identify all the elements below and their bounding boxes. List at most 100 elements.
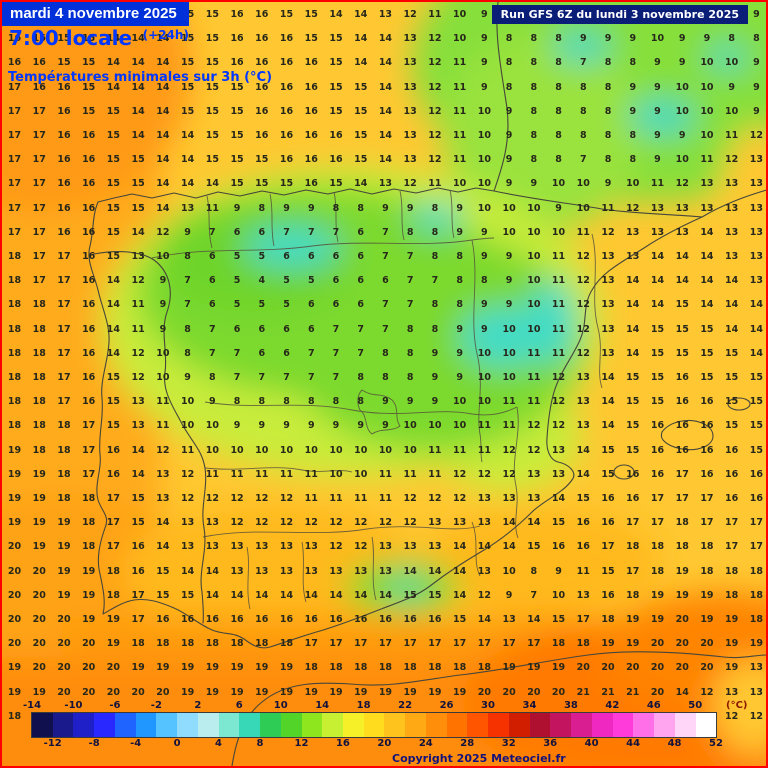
temp-value: 17: [304, 638, 318, 650]
temp-value: 10: [477, 130, 491, 141]
temp-value: 16: [304, 614, 318, 625]
temp-value: 19: [255, 662, 269, 674]
temp-value: 9: [159, 323, 167, 335]
temp-value: 19: [626, 614, 640, 625]
scale-label: -8: [88, 738, 100, 749]
temp-value: 15: [131, 202, 145, 214]
temp-value: 9: [431, 347, 439, 359]
temp-value: 14: [354, 33, 368, 45]
temp-value: 8: [604, 57, 612, 69]
temp-value: 7: [530, 589, 538, 601]
temp-value: 15: [255, 178, 269, 190]
temp-value: 15: [354, 81, 368, 93]
temp-value: 9: [505, 130, 513, 141]
temp-value: 14: [453, 589, 467, 601]
temp-value: 7: [357, 323, 365, 335]
temp-value: 8: [530, 154, 538, 166]
temp-value: 16: [57, 202, 71, 214]
temp-value: 14: [156, 541, 170, 553]
temp-value: 11: [378, 493, 393, 504]
temp-value: 10: [453, 33, 467, 45]
temp-value: 19: [725, 638, 739, 650]
temp-value: 18: [551, 638, 566, 650]
temp-value: 7: [332, 226, 340, 238]
temp-value: 15: [650, 347, 665, 359]
temp-value: 11: [453, 444, 467, 456]
scale-label: 50: [688, 700, 703, 711]
temp-value: 16: [82, 275, 96, 287]
temp-value: 8: [505, 81, 513, 93]
temp-value: 14: [131, 226, 145, 238]
temp-value: 19: [156, 662, 170, 674]
temp-value: 13: [131, 396, 145, 408]
temp-value: 15: [601, 468, 615, 480]
temp-value: 16: [255, 57, 269, 69]
temp-value: 16: [329, 130, 343, 141]
temp-value: 8: [406, 347, 414, 359]
temp-value: 9: [481, 57, 488, 69]
temp-value: 15: [106, 372, 121, 383]
temp-value: 14: [156, 57, 170, 69]
temp-value: 17: [403, 638, 417, 650]
temp-value: 10: [230, 444, 244, 456]
temp-value: 8: [579, 130, 587, 141]
temp-value: 16: [279, 105, 294, 117]
temp-value: 18: [626, 541, 640, 553]
temp-value: 19: [626, 638, 640, 650]
temp-value: 13: [354, 565, 368, 577]
temp-value: 9: [184, 226, 191, 238]
temp-value: 13: [626, 251, 640, 262]
temp-value: 5: [233, 251, 241, 262]
temp-value: 7: [209, 323, 216, 335]
temp-value: 5: [258, 299, 266, 311]
temp-value: 20: [106, 662, 121, 674]
temp-value: 9: [505, 275, 513, 287]
temp-value: 19: [7, 686, 22, 698]
scale-color-cell: [405, 713, 426, 737]
temp-value: 16: [675, 396, 689, 408]
temp-value: 11: [304, 493, 318, 504]
temp-value: 18: [131, 638, 145, 650]
temp-value: 13: [749, 226, 763, 238]
temp-value: 10: [180, 396, 195, 408]
temp-value: 14: [650, 299, 665, 311]
temp-value: 15: [576, 493, 590, 504]
temp-value: 17: [7, 178, 22, 190]
temp-value: 7: [233, 347, 241, 359]
temp-value: 13: [527, 493, 541, 504]
color-scale: -14 -10 -6 -2 2 6 10 14 18 22 26 30 34 38 42 46 50 -12 -8…: [23, 700, 748, 750]
temp-value: 15: [329, 81, 343, 93]
temp-value: 20: [82, 662, 96, 674]
temp-value: 15: [230, 154, 244, 166]
temp-value: 16: [626, 468, 640, 480]
temp-value: 9: [654, 105, 661, 117]
temp-value: 9: [382, 420, 389, 432]
temp-value: 11: [700, 154, 714, 166]
temp-value: 6: [283, 347, 290, 359]
temp-value: 12: [725, 710, 739, 722]
temp-value: 16: [255, 33, 269, 45]
temp-value: 19: [453, 686, 467, 698]
temp-value: 8: [357, 372, 365, 383]
temp-value: 11: [477, 420, 491, 432]
temp-value: 16: [255, 81, 269, 93]
temp-value: 12: [279, 517, 294, 529]
temp-value: 9: [629, 81, 637, 93]
temp-value: 16: [255, 130, 269, 141]
temp-value: 12: [131, 347, 145, 359]
temp-value: 8: [530, 105, 538, 117]
temp-value: 12: [601, 226, 615, 238]
temp-value: 17: [329, 638, 343, 650]
scale-color-cell: [695, 713, 717, 737]
temp-value: 15: [725, 372, 739, 383]
temp-value: 13: [725, 251, 739, 262]
temp-value: 8: [604, 81, 612, 93]
scale-labels-top: -14 -10 -6 -2 2 6 10 14 18 22 26 30 34 38 42 46 50: [23, 700, 722, 712]
temp-value: 18: [725, 565, 739, 577]
temp-value: 13: [725, 202, 739, 214]
temp-value: 17: [749, 541, 763, 553]
temp-value: 16: [57, 226, 71, 238]
scale-color-cell: [446, 713, 468, 737]
temp-value: 13: [675, 202, 689, 214]
temp-value: 13: [477, 517, 491, 529]
